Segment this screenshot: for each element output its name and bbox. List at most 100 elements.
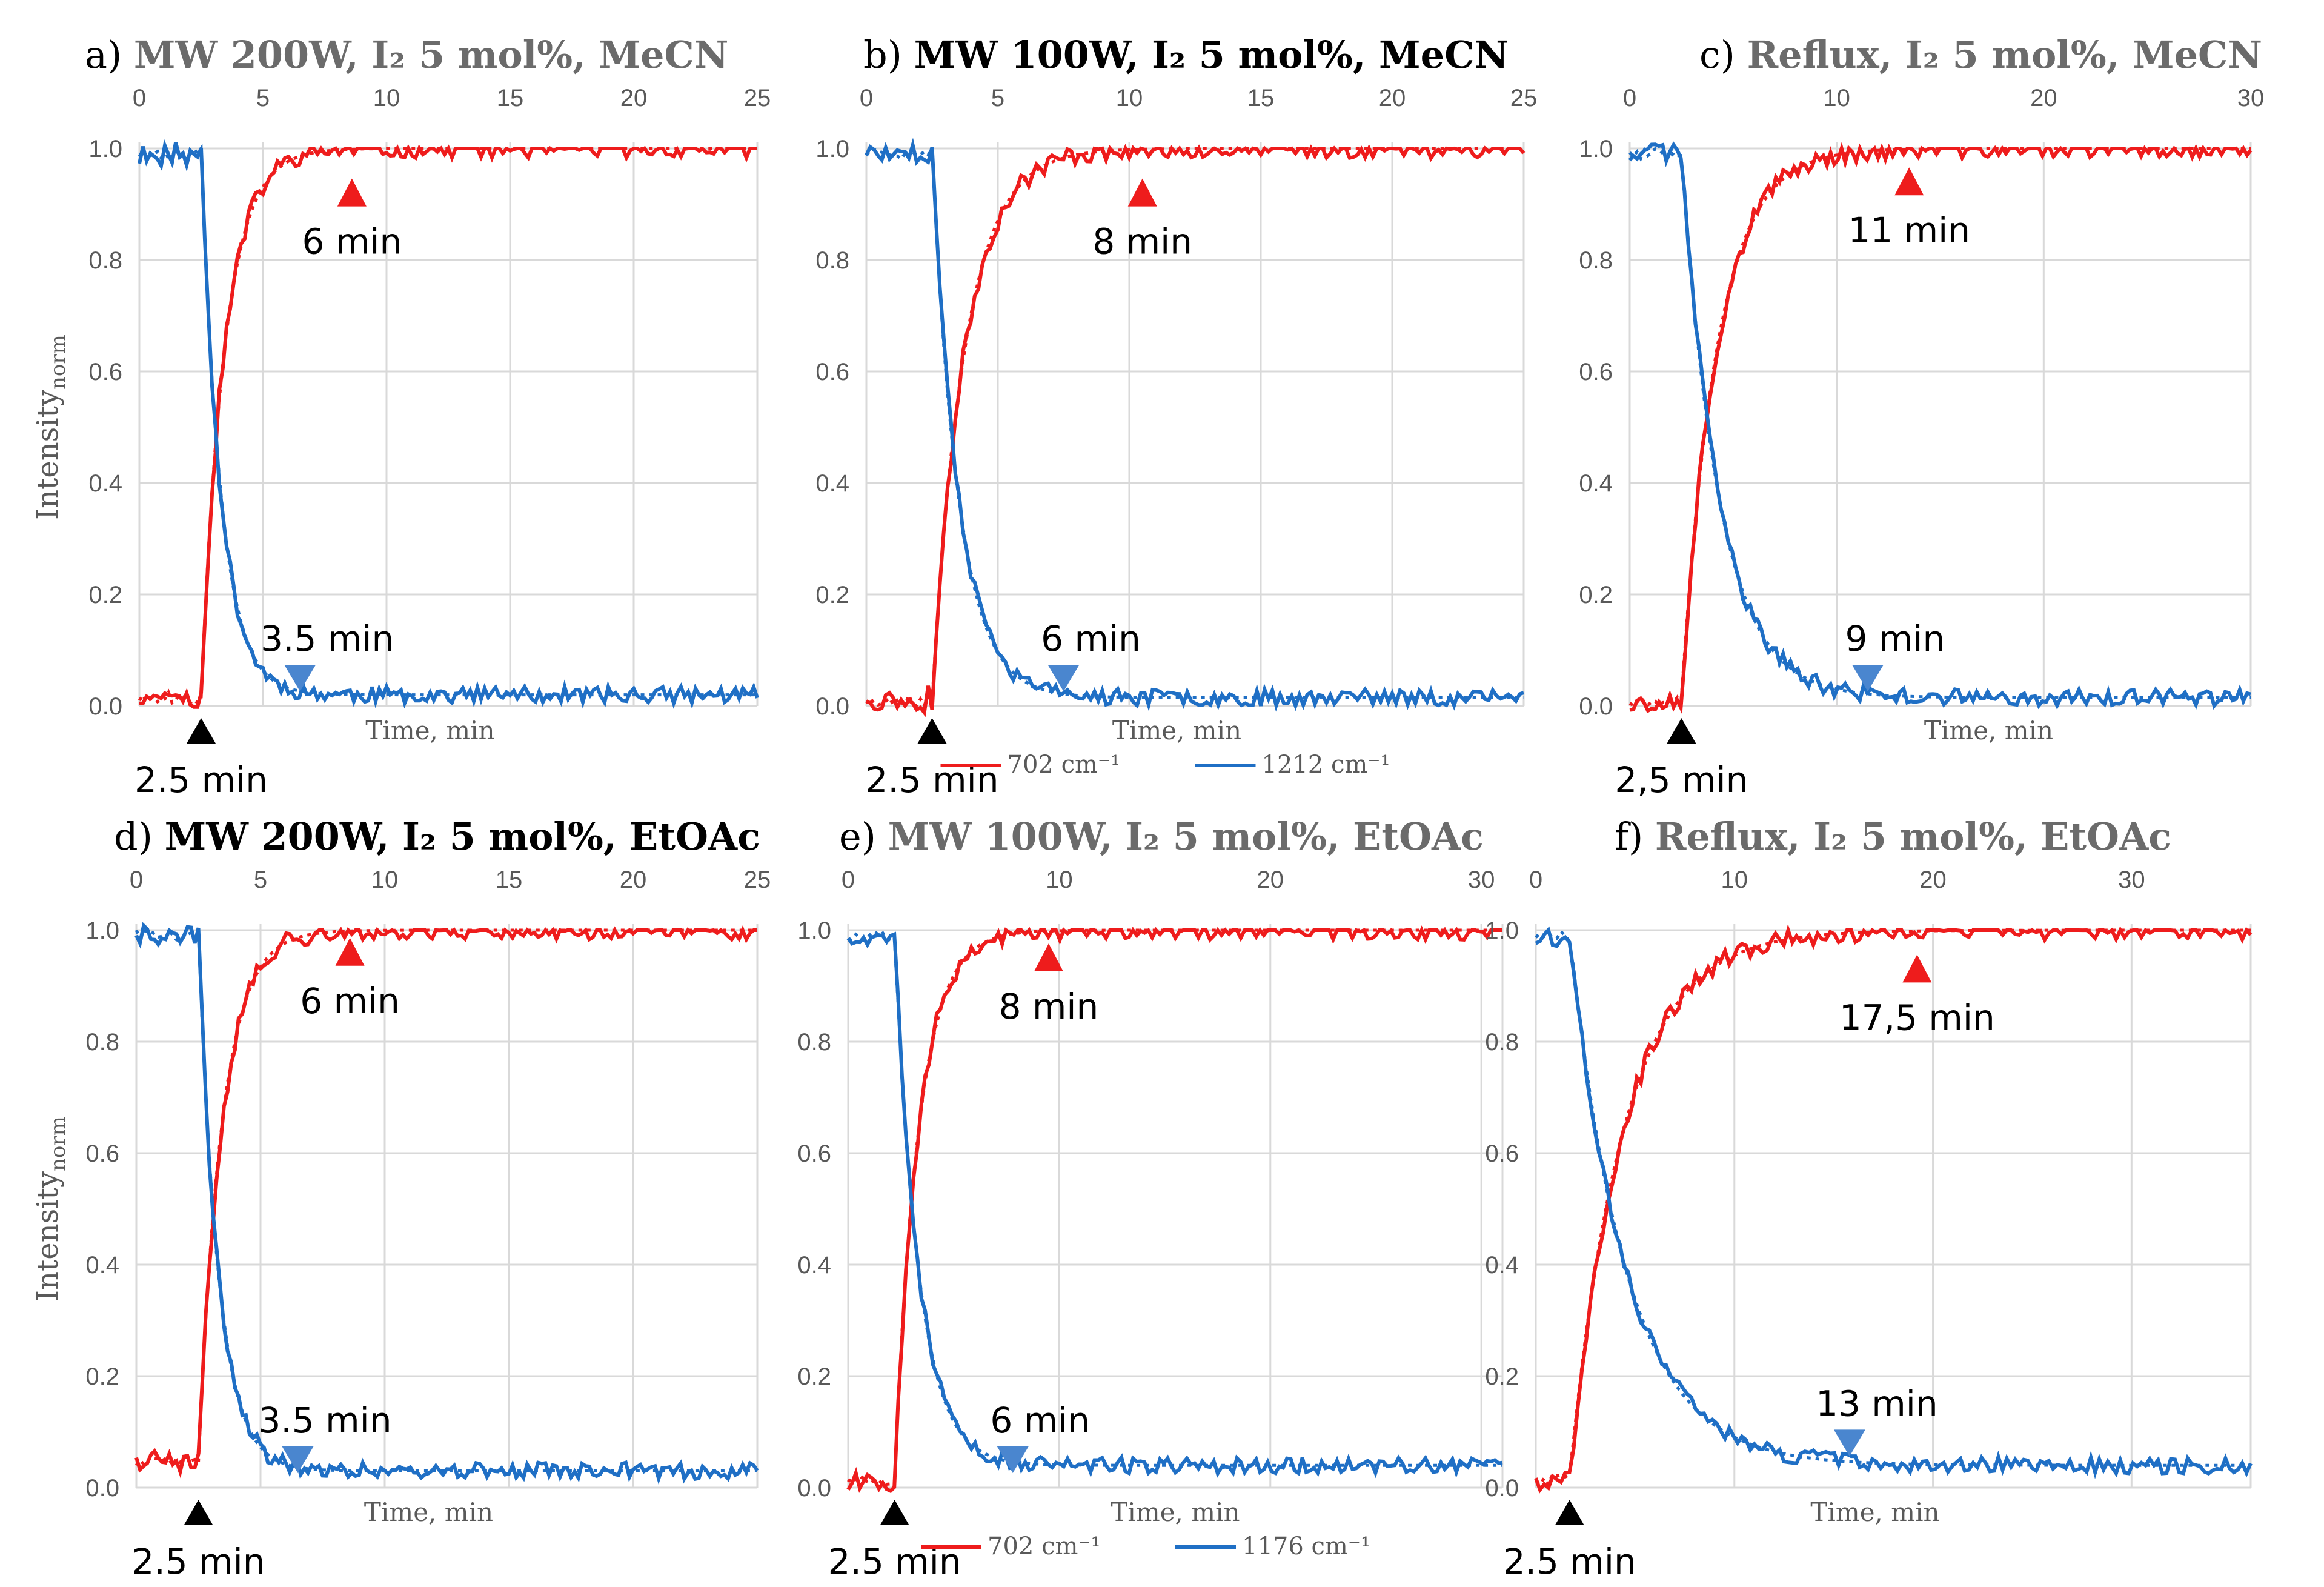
y-tick-label: 0.0 xyxy=(1579,693,1613,720)
start-marker-triangle xyxy=(880,1500,909,1525)
panel-title: d) MW 200W, I₂ 5 mol%, EtOAc xyxy=(114,814,760,859)
series-702 xyxy=(1629,142,2253,714)
x-tick-label: 20 xyxy=(2030,85,2057,111)
y-tick-label: 0.2 xyxy=(797,1363,831,1390)
y-tick-label: 0.0 xyxy=(1485,1475,1519,1502)
x-axis-label: Time, min xyxy=(1112,716,1241,745)
x-tick-label: 15 xyxy=(497,85,524,111)
series-702 xyxy=(1534,923,2253,1494)
y-tick-label: 0.2 xyxy=(1485,1363,1519,1390)
y-tick-label: 0.8 xyxy=(85,1029,119,1056)
x-tick-label: 10 xyxy=(373,85,400,111)
legend-label-2: 1176 cm⁻¹ xyxy=(1242,1532,1370,1560)
series-blue xyxy=(1535,926,2253,1479)
x-tick-label: 0 xyxy=(133,85,146,111)
x-tick-label: 15 xyxy=(1247,85,1275,111)
blue-marker-label: 3.5 min xyxy=(258,1400,391,1441)
legend-label-1: 702 cm⁻¹ xyxy=(1008,751,1121,779)
x-tick-label: 20 xyxy=(1379,85,1406,111)
x-tick-label: 25 xyxy=(1510,85,1538,111)
series-blue-fit xyxy=(134,929,757,1472)
blue-marker-triangle xyxy=(1851,665,1884,691)
blue-marker-triangle xyxy=(1833,1429,1865,1457)
red-marker-triangle xyxy=(335,937,365,966)
x-tick-label: 30 xyxy=(2237,85,2265,111)
x-tick-label: 25 xyxy=(744,867,771,893)
blue-marker-triangle xyxy=(1047,665,1080,691)
x-tick-label: 5 xyxy=(256,85,270,111)
blue-marker-triangle xyxy=(282,1446,314,1473)
red-marker-triangle xyxy=(1902,954,1932,983)
chart-panel-d: d) MW 200W, I₂ 5 mol%, EtOAc 0 5 10 15 20 25 0.… xyxy=(31,814,771,1582)
series-blue xyxy=(846,931,1503,1479)
start-marker-triangle xyxy=(187,718,216,744)
red-marker-triangle xyxy=(1127,178,1157,207)
red-marker-label: 6 min xyxy=(302,221,402,262)
y-tick-label: 1.0 xyxy=(815,136,849,162)
y-tick-label: 0.8 xyxy=(797,1029,831,1056)
x-axis-label: Time, min xyxy=(1810,1497,1939,1527)
x-tick-label: 25 xyxy=(744,85,771,111)
start-marker-label: 2.5 min xyxy=(1503,1541,1636,1582)
series-blue-fit xyxy=(865,143,1524,699)
series-blue-fit xyxy=(847,930,1502,1467)
y-axis-label: Intensitynorm xyxy=(31,1116,70,1302)
y-tick-label: 0.2 xyxy=(88,582,122,608)
y-tick-label: 1.0 xyxy=(1579,136,1613,162)
y-tick-label: 1.0 xyxy=(797,917,831,944)
y-tick-label: 0.2 xyxy=(1579,582,1613,608)
red-marker-triangle xyxy=(337,178,367,207)
x-tick-label: 0 xyxy=(842,867,855,893)
y-tick-label: 0.4 xyxy=(88,470,122,497)
series-702 xyxy=(846,925,1502,1494)
y-tick-label: 0.0 xyxy=(797,1475,831,1502)
x-axis-label: Time, min xyxy=(1924,716,2053,745)
series-702-fit xyxy=(138,147,757,705)
x-tick-label: 0 xyxy=(1623,85,1636,111)
x-tick-label: 10 xyxy=(371,867,399,893)
panel-title: f) Reflux, I₂ 5 mol%, EtOAc xyxy=(1615,814,2171,859)
y-axis-label: Intensitynorm xyxy=(31,334,70,520)
blue-marker-label: 13 min xyxy=(1816,1383,1938,1424)
series-blue xyxy=(865,138,1524,712)
red-marker-triangle xyxy=(1034,943,1063,971)
legend-label-2: 1212 cm⁻¹ xyxy=(1262,751,1390,779)
start-marker-triangle xyxy=(917,718,947,744)
y-tick-label: 1.0 xyxy=(85,917,119,944)
x-axis-label: Time, min xyxy=(1111,1497,1240,1527)
y-tick-label: 0.6 xyxy=(1485,1140,1519,1167)
series-blue xyxy=(138,139,759,710)
panel-title: b) MW 100W, I₂ 5 mol%, MeCN xyxy=(863,33,1509,77)
series-702 xyxy=(139,144,757,709)
y-tick-label: 0.2 xyxy=(815,582,849,608)
y-tick-label: 0.8 xyxy=(1485,1029,1519,1056)
y-tick-label: 0.4 xyxy=(85,1252,119,1279)
y-tick-label: 0.6 xyxy=(88,359,122,385)
y-tick-label: 0.4 xyxy=(797,1252,831,1279)
y-tick-label: 0.0 xyxy=(85,1475,119,1502)
red-marker-label: 11 min xyxy=(1848,210,1970,251)
red-marker-label: 8 min xyxy=(1092,221,1192,262)
series-702-fit xyxy=(865,147,1524,709)
y-tick-label: 0.2 xyxy=(85,1363,119,1390)
y-tick-label: 0.4 xyxy=(1485,1252,1519,1279)
x-tick-label: 5 xyxy=(991,85,1004,111)
chart-panel-b: b) MW 100W, I₂ 5 mol%, MeCN 0 5 10 15 20 25 0.0… xyxy=(815,33,1537,800)
y-tick-label: 0.8 xyxy=(88,247,122,274)
blue-marker-triangle xyxy=(997,1446,1029,1473)
y-tick-label: 0.4 xyxy=(1579,470,1613,497)
x-tick-label: 10 xyxy=(1823,85,1850,111)
series-blue xyxy=(134,922,759,1485)
panel-title: a) MW 200W, I₂ 5 mol%, MeCN xyxy=(85,33,728,77)
x-tick-label: 20 xyxy=(1257,867,1284,893)
chart-panel-c: c) Reflux, I₂ 5 mol%, MeCN 0 10 20 30 0.0 0.2 0… xyxy=(1579,33,2264,800)
chart-panel-e: e) MW 100W, I₂ 5 mol%, EtOAc 0 10 20 30 0.0 0.… xyxy=(797,814,1504,1582)
y-tick-label: 0.4 xyxy=(815,470,849,497)
x-tick-label: 15 xyxy=(496,867,523,893)
start-marker-label: 2.5 min xyxy=(131,1541,265,1582)
series-702-fit xyxy=(134,928,757,1468)
x-tick-label: 20 xyxy=(1919,867,1947,893)
red-marker-label: 8 min xyxy=(999,986,1099,1027)
y-tick-label: 0.6 xyxy=(1579,359,1613,385)
